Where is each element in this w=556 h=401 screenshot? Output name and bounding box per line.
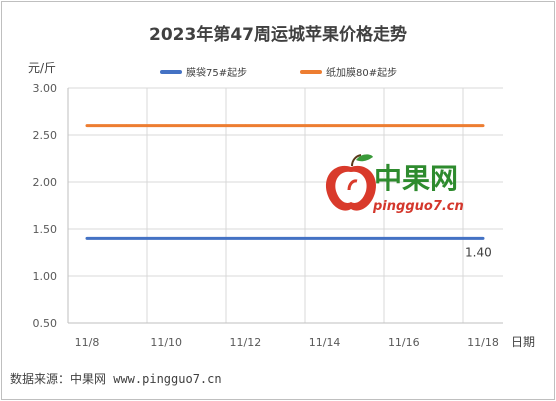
- series-2-point: [204, 124, 207, 127]
- x-tick-label: 11/8: [75, 336, 100, 349]
- y-tick-label: 3.00: [33, 82, 58, 95]
- legend-swatch-series-1: [160, 69, 182, 74]
- x-tick-label: 11/10: [150, 336, 182, 349]
- series-1-point: [244, 237, 247, 240]
- data-label-series-1: 1.40: [465, 245, 492, 259]
- y-tick-label: 1.50: [33, 223, 58, 236]
- series-2-point: [442, 124, 445, 127]
- series-1-point: [442, 237, 445, 240]
- series-2-point: [125, 124, 128, 127]
- series-1-point: [481, 237, 485, 240]
- series-2-point: [363, 124, 366, 127]
- x-tick-label: 11/16: [388, 336, 420, 349]
- series-2-point: [402, 124, 405, 127]
- legend-item-series-2: 纸加膜80#起步: [300, 64, 397, 79]
- y-axis-unit-label: 元/斤: [28, 61, 57, 75]
- series-2-point: [481, 124, 485, 127]
- series-1-point: [402, 237, 405, 240]
- legend-label-series-1: 膜袋75#起步: [186, 68, 248, 79]
- legend-label-series-2: 纸加膜80#起步: [326, 68, 398, 79]
- series-1-point: [165, 237, 168, 240]
- series-1-point: [204, 237, 207, 240]
- chart-title: 2023年第47周运城苹果价格走势: [149, 25, 407, 45]
- series-1-point: [85, 237, 89, 240]
- x-tick-label: 11/12: [230, 336, 262, 349]
- x-axis-title: 日期: [511, 335, 535, 349]
- series-2-point: [283, 124, 287, 127]
- series-2-point: [85, 124, 89, 127]
- series-2-point: [165, 124, 168, 127]
- data-source: 数据来源：中果网 www.pingguo7.cn: [10, 372, 222, 386]
- series-2-point: [323, 124, 326, 127]
- apple-logo-icon: [325, 154, 377, 211]
- watermark: 中果网 pingguo7.cn: [325, 154, 464, 214]
- y-tick-label: 2.00: [33, 176, 58, 189]
- x-tick-label: 11/18: [467, 336, 499, 349]
- y-tick-label: 0.50: [33, 317, 58, 330]
- x-tick-label: 11/14: [309, 336, 341, 349]
- y-tick-label: 1.00: [33, 270, 58, 283]
- series-2-point: [244, 124, 247, 127]
- y-tick-label: 2.50: [33, 129, 58, 142]
- legend-item-series-1: 膜袋75#起步: [160, 64, 247, 79]
- watermark-en-text: pingguo7.cn: [372, 199, 464, 214]
- series-1-point: [323, 237, 326, 240]
- legend-swatch-series-2: [300, 69, 322, 74]
- watermark-cn-text: 中果网: [374, 162, 458, 195]
- series-1-point: [125, 237, 128, 240]
- series-1-point: [283, 237, 287, 240]
- series-1-point: [363, 237, 366, 240]
